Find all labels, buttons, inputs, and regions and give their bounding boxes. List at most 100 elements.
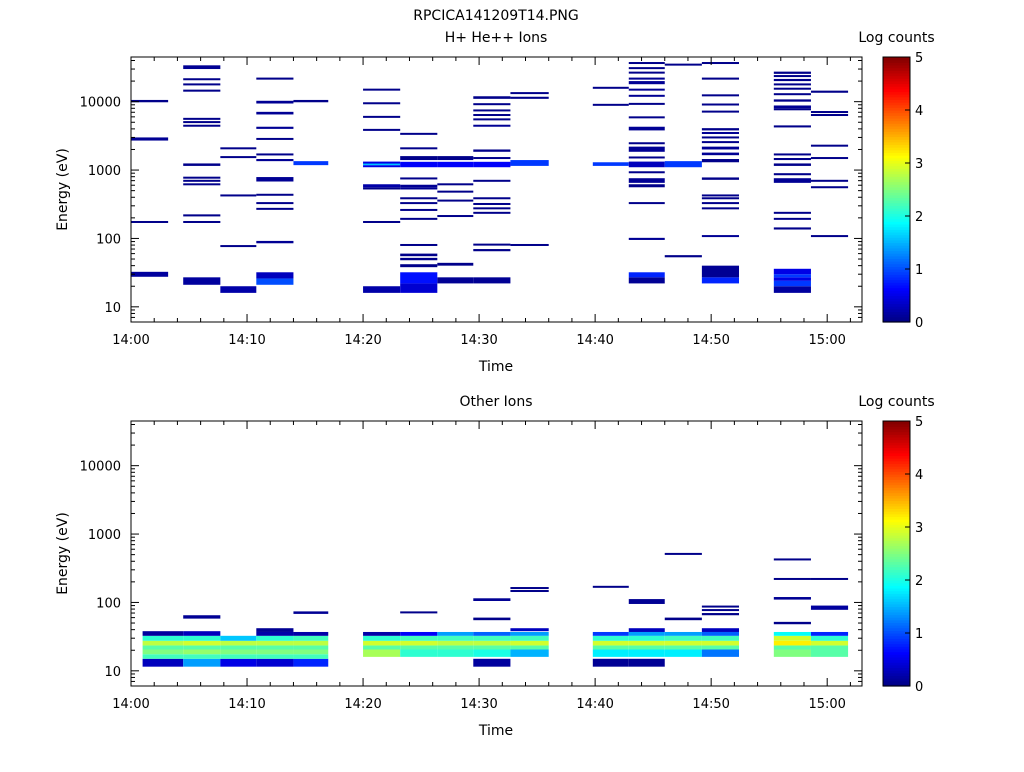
heatmap-cell xyxy=(400,635,438,641)
heatmap-cell xyxy=(592,645,629,650)
colorbar-segment xyxy=(883,444,910,449)
heatmap-cell xyxy=(628,161,665,168)
heatmap-cell xyxy=(473,645,511,650)
heatmap-cell xyxy=(701,159,740,163)
colorbar-segment xyxy=(883,492,910,496)
heatmap-cell xyxy=(363,102,401,105)
colorbar-segment xyxy=(883,474,910,478)
colorbar-segment xyxy=(883,141,910,146)
heatmap-cell xyxy=(773,105,811,109)
colorbar-segment xyxy=(883,495,910,499)
heatmap-cell xyxy=(773,71,811,74)
heatmap-cell xyxy=(437,156,474,161)
colorbar-segment xyxy=(883,442,910,446)
heatmap-cell xyxy=(773,93,811,96)
colorbar-segment xyxy=(883,78,910,82)
colorbar-segment xyxy=(883,70,910,74)
colorbar-segment xyxy=(883,582,910,586)
colorbar-segment xyxy=(883,131,910,135)
heatmap-cell xyxy=(256,202,294,205)
heatmap-cell xyxy=(628,62,665,65)
heatmap-cell xyxy=(628,628,665,632)
x-axis-label: Time xyxy=(478,723,513,739)
heatmap-cell xyxy=(773,99,811,102)
colorbar-segment xyxy=(883,595,910,600)
heatmap-cell xyxy=(810,157,849,160)
colorbar-segment xyxy=(883,75,910,79)
heatmap-cell xyxy=(363,115,401,118)
colorbar-tick-label: 4 xyxy=(915,468,923,483)
colorbar-tick-label: 1 xyxy=(915,263,923,278)
heatmap-cell xyxy=(810,114,849,117)
colorbar-segment xyxy=(883,157,910,161)
heatmap-cell xyxy=(773,621,811,625)
x-tick-label: 15:00 xyxy=(808,697,845,712)
heatmap-cell xyxy=(701,177,740,180)
x-tick-label: 14:40 xyxy=(576,333,613,348)
heatmap-cell xyxy=(773,280,811,287)
colorbar-segment xyxy=(883,57,910,61)
colorbar-segment xyxy=(883,269,910,273)
heatmap-cell xyxy=(701,197,740,200)
colorbar-segment xyxy=(883,625,910,629)
colorbar-segment xyxy=(883,300,910,305)
heatmap-cell xyxy=(293,631,329,636)
colorbar-segment xyxy=(883,250,910,254)
heatmap-cell xyxy=(473,598,511,601)
heatmap-cell xyxy=(701,207,740,210)
colorbar-segment xyxy=(883,542,910,547)
x-tick-label: 14:10 xyxy=(228,697,265,712)
heatmap-cell xyxy=(400,132,438,135)
heatmap-cell xyxy=(437,161,474,168)
colorbar-segment xyxy=(883,675,910,679)
heatmap-cell xyxy=(473,118,511,121)
heatmap-cell xyxy=(473,617,511,621)
heatmap-cell xyxy=(701,631,740,636)
plot-frame xyxy=(130,56,863,323)
heatmap-cell xyxy=(701,628,740,632)
heatmap-cell xyxy=(183,78,221,81)
colorbar-segment xyxy=(883,564,910,568)
heatmap-cell xyxy=(363,187,401,190)
heatmap-cell xyxy=(701,136,740,139)
colorbar-segment xyxy=(883,117,910,122)
colorbar-segment xyxy=(883,468,910,472)
heatmap-cell xyxy=(628,94,665,97)
colorbar-segment xyxy=(883,638,910,642)
colorbar-segment xyxy=(883,519,910,523)
colorbar-tick-label: 0 xyxy=(915,680,923,695)
colorbar-segment xyxy=(883,614,910,618)
heatmap-cell xyxy=(220,654,257,659)
heatmap-cell xyxy=(473,103,511,106)
heatmap-cell xyxy=(664,645,702,650)
colorbar: 0 1 2 3 4 5 Log counts xyxy=(858,394,934,695)
colorbar-segment xyxy=(883,245,910,249)
colorbar-tick-label: 0 xyxy=(915,316,923,331)
heatmap-cell xyxy=(183,176,221,179)
colorbar-segment xyxy=(883,223,910,228)
colorbar-segment xyxy=(883,152,910,156)
colorbar-segment xyxy=(883,287,910,291)
colorbar-segment xyxy=(883,611,910,616)
colorbar-tick-label: 3 xyxy=(915,157,923,172)
colorbar-segment xyxy=(883,123,910,127)
heatmap-cell xyxy=(183,649,221,655)
heatmap-cell xyxy=(400,184,438,188)
heatmap-cell xyxy=(363,640,401,646)
heatmap-cell xyxy=(363,286,401,293)
colorbar-segment xyxy=(883,617,910,621)
heatmap-cell xyxy=(142,654,184,659)
heatmap-cell xyxy=(256,631,294,636)
heatmap-cell xyxy=(773,274,811,278)
heatmap-cell xyxy=(810,631,849,636)
heatmap-cell xyxy=(773,178,811,183)
heatmap-cell xyxy=(773,75,811,78)
heatmap-cell xyxy=(510,587,549,590)
heatmap-cell xyxy=(183,640,221,646)
colorbar-label: Log counts xyxy=(858,394,934,410)
colorbar-segment xyxy=(883,606,910,610)
heatmap-cell xyxy=(183,65,221,70)
colorbar-segment xyxy=(883,654,910,658)
colorbar-segment xyxy=(883,197,910,201)
colorbar-segment xyxy=(883,609,910,613)
